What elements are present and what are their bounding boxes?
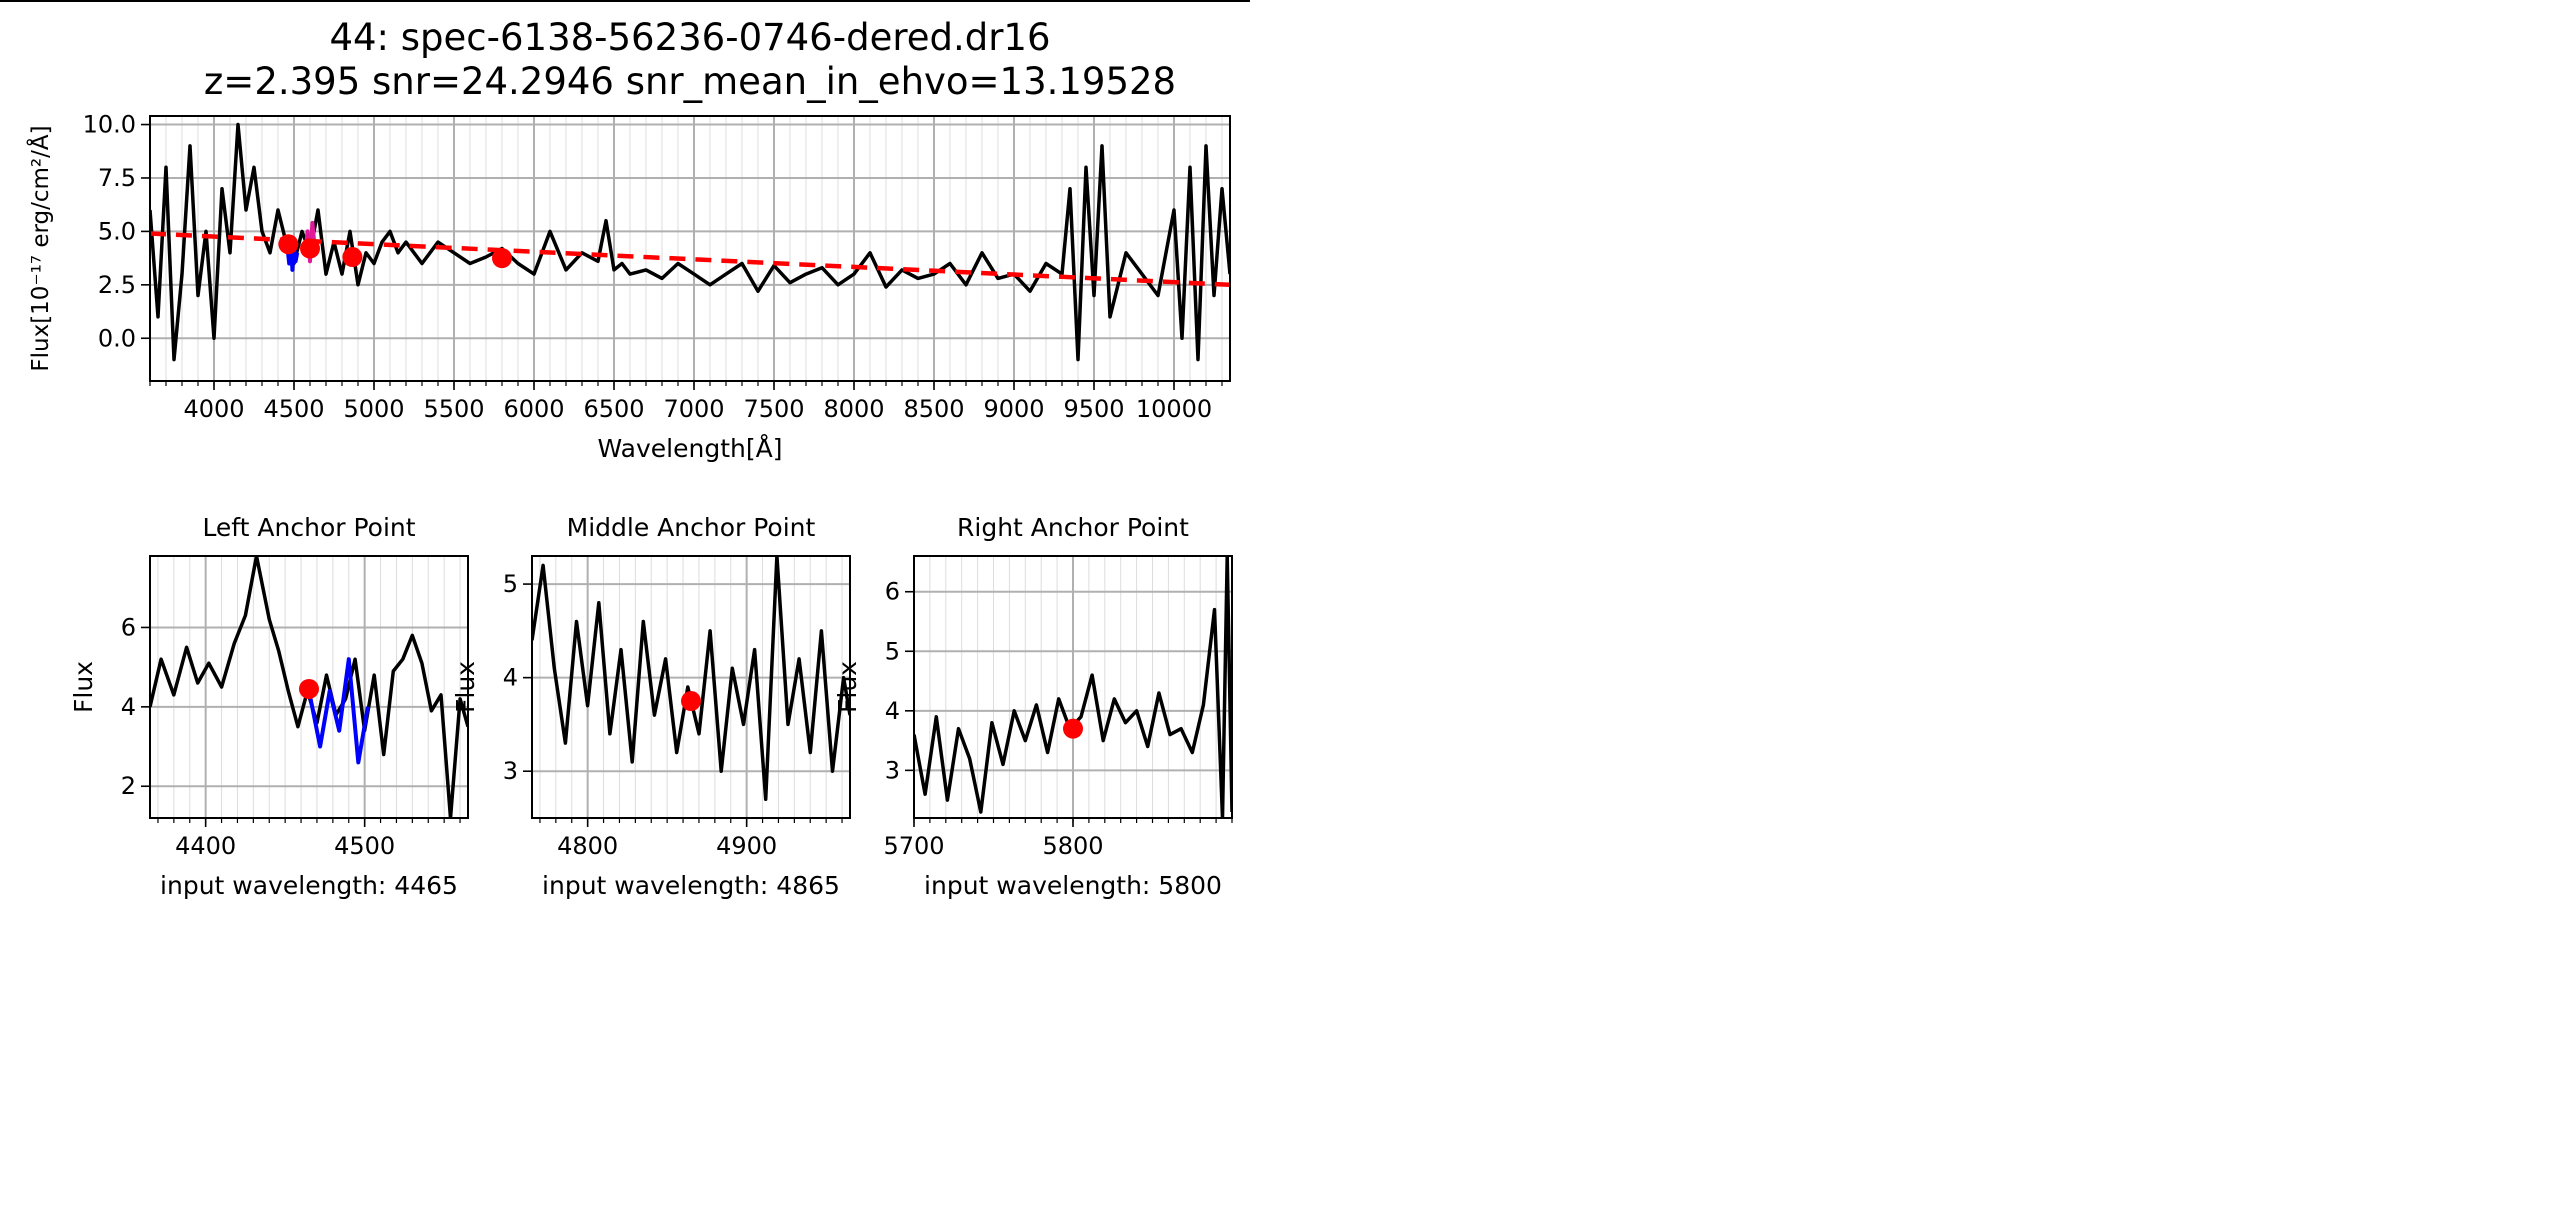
middle-xtick-label: 4800 <box>557 832 618 860</box>
left-spectrum-line <box>150 556 468 818</box>
left-panel: 4400 4500 2 4 6 input wavelength: 4465 Flux Lef… <box>69 513 469 900</box>
right-panel: 5700 5800 3 4 5 6 input wavelength: 5800 Flux Ri… <box>833 513 1233 900</box>
left-xtick-label: 4400 <box>175 832 236 860</box>
main-left-region-line <box>285 238 300 272</box>
main-xtick-label: 7500 <box>743 395 804 423</box>
right-ylabel: Flux <box>833 661 862 713</box>
main-ytick-label: 2.5 <box>98 271 136 299</box>
right-xtick-label: 5700 <box>883 832 944 860</box>
main-axes-frame <box>149 115 1231 382</box>
right-xtick-label: 5800 <box>1042 832 1103 860</box>
right-spectrum-line <box>914 556 1232 818</box>
left-ylabel: Flux <box>69 661 98 713</box>
main-middle-region-line <box>303 220 317 264</box>
main-xtick-label: 8000 <box>823 395 884 423</box>
right-title: Right Anchor Point <box>957 513 1189 542</box>
right-ytick-label: 6 <box>885 578 900 606</box>
left-title: Left Anchor Point <box>202 513 415 542</box>
left-plot-area <box>150 556 468 818</box>
right-xlabel: input wavelength: 5800 <box>924 871 1222 900</box>
middle-title: Middle Anchor Point <box>567 513 816 542</box>
main-xlabel: Wavelength[Å] <box>598 434 783 463</box>
left-xtick-label: 4500 <box>334 832 395 860</box>
left-ytick-label: 2 <box>121 772 136 800</box>
right-ytick-label: 3 <box>885 756 900 784</box>
middle-ytick-label: 5 <box>503 570 518 598</box>
main-xtick-label: 10000 <box>1136 395 1212 423</box>
main-xtick-label: 6500 <box>583 395 644 423</box>
main-xtick-label: 9500 <box>1063 395 1124 423</box>
main-xtick-label: 4000 <box>183 395 244 423</box>
main-spectrum-line <box>150 122 1230 362</box>
left-ytick-label: 6 <box>121 613 136 641</box>
middle-ytick-label: 4 <box>503 664 518 692</box>
main-xtick-label: 9000 <box>983 395 1044 423</box>
main-xtick-label: 8500 <box>903 395 964 423</box>
main-xtick-label: 6000 <box>503 395 564 423</box>
right-ytick-label: 5 <box>885 637 900 665</box>
main-ytick-label: 5.0 <box>98 217 136 245</box>
middle-anchor-point <box>681 691 701 712</box>
right-plot-area <box>914 556 1232 818</box>
main-xtick-label: 7000 <box>663 395 724 423</box>
right-anchor-point <box>1063 718 1083 739</box>
left-anchor-point <box>299 678 319 699</box>
main-anchor-point <box>492 248 512 269</box>
right-ytick-label: 4 <box>885 697 900 725</box>
main-panel: 4000 4500 5000 5500 6000 6500 7000 7500 8000 8500… <box>26 111 1231 463</box>
main-anchor-point <box>278 234 299 255</box>
main-xtick-label: 5000 <box>343 395 404 423</box>
middle-xtick-label: 4900 <box>716 832 777 860</box>
main-ytick-label: 10.0 <box>83 111 136 139</box>
main-xtick-label: 5500 <box>423 395 484 423</box>
charts-group: 4000 4500 5000 5500 6000 6500 7000 7500 8000 8500… <box>26 111 1233 900</box>
middle-xlabel: input wavelength: 4865 <box>542 871 840 900</box>
middle-plot-area <box>532 556 850 802</box>
left-left-region-line <box>308 657 370 765</box>
left-xlabel: input wavelength: 4465 <box>160 871 458 900</box>
main-ylabel: Flux[10⁻¹⁷ erg/cm²/Å] <box>26 125 54 371</box>
figure-title-line2: z=2.395 snr=24.2946 snr_mean_in_ehvo=13.… <box>204 60 1176 103</box>
main-anchor-point <box>342 247 363 268</box>
main-xtick-label: 4500 <box>263 395 324 423</box>
figure-title-line1: 44: spec-6138-56236-0746-dered.dr16 <box>329 16 1050 59</box>
left-axes-frame <box>149 555 469 819</box>
middle-panel: 4800 4900 3 4 5 input wavelength: 4865 Flux Mid… <box>451 513 851 900</box>
main-ytick-label: 0.0 <box>98 324 136 352</box>
main-plot-area <box>150 122 1230 362</box>
main-ytick-label: 7.5 <box>98 164 136 192</box>
left-ytick-label: 4 <box>121 693 136 721</box>
middle-ylabel: Flux <box>451 661 480 713</box>
main-anchor-point <box>300 238 320 259</box>
middle-axes-frame <box>531 555 851 819</box>
right-axes-frame <box>913 555 1233 819</box>
middle-ytick-label: 3 <box>503 757 518 785</box>
top-border-line <box>0 0 1250 2</box>
